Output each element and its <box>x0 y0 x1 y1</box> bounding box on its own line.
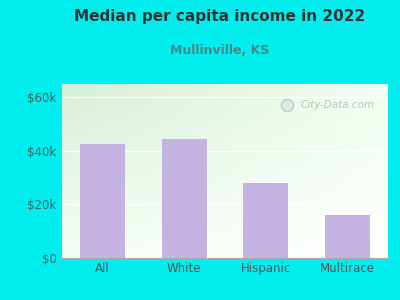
Bar <box>162 139 207 258</box>
Bar <box>243 183 288 258</box>
Text: City-Data.com: City-Data.com <box>301 100 375 110</box>
Bar <box>80 144 125 258</box>
Text: Mullinville, KS: Mullinville, KS <box>170 44 270 56</box>
Text: Median per capita income in 2022: Median per capita income in 2022 <box>74 9 366 24</box>
Bar <box>325 215 370 258</box>
